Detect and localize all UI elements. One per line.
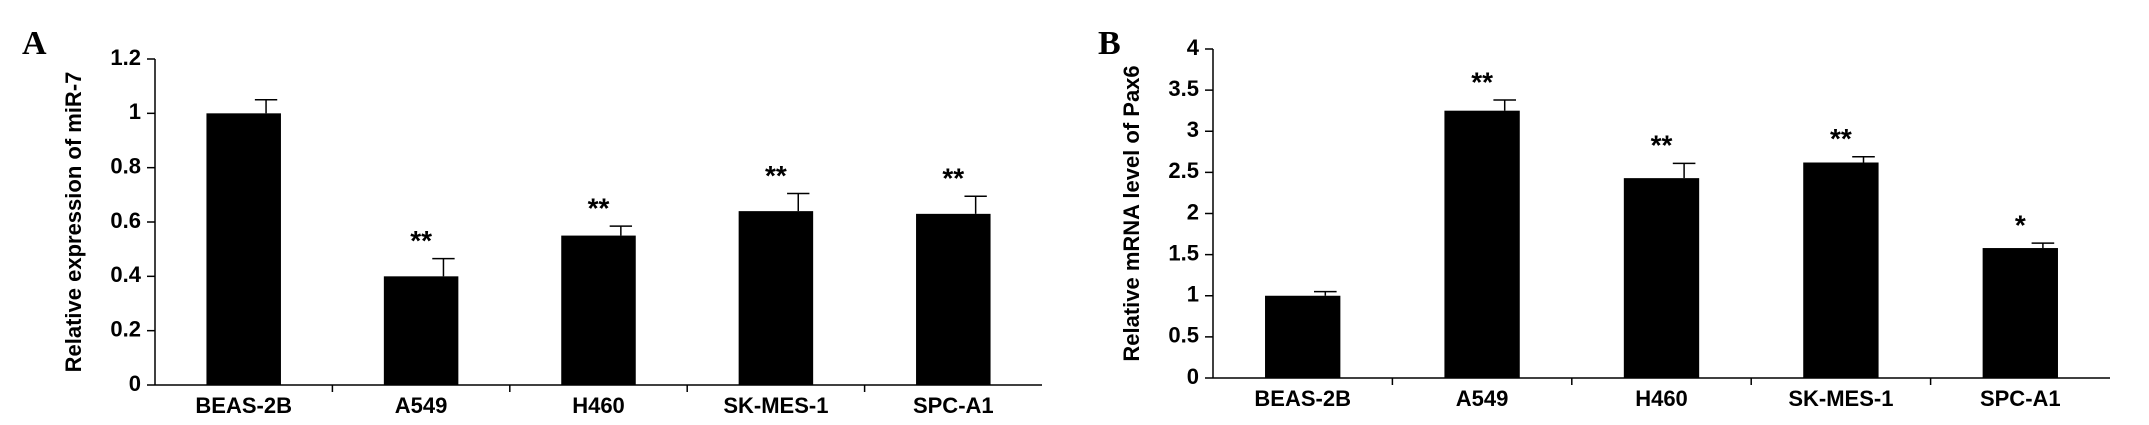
significance: ** — [942, 163, 964, 194]
x-tick-label: SPC-A1 — [1980, 386, 2061, 411]
significance: ** — [1830, 123, 1852, 154]
bar — [1623, 178, 1700, 378]
y-tick-label: 1 — [1187, 282, 1199, 307]
y-tick-label: 0.8 — [110, 153, 141, 178]
x-tick-label: SPC-A1 — [913, 393, 994, 418]
panel-label: A — [22, 25, 47, 62]
y-tick-label: 0.2 — [110, 316, 141, 341]
y-tick-label: 3 — [1187, 117, 1199, 142]
y-axis-label: Relative mRNA level of Pax6 — [1119, 65, 1144, 361]
significance: ** — [1651, 130, 1673, 161]
x-tick-label: BEAS-2B — [195, 393, 292, 418]
bar — [1444, 110, 1520, 378]
y-tick-label: 1 — [129, 99, 141, 124]
significance: * — [2015, 210, 2026, 241]
y-tick-label: 3.5 — [1168, 76, 1199, 101]
y-tick-label: 0 — [1187, 364, 1199, 389]
y-tick-label: 0.6 — [110, 208, 141, 233]
x-tick-label: SK-MES-1 — [723, 393, 828, 418]
y-tick-label: 0.5 — [1168, 323, 1199, 348]
x-tick-label: A549 — [395, 393, 448, 418]
x-tick-label: A549 — [1456, 386, 1509, 411]
y-tick-label: 1.5 — [1168, 240, 1199, 265]
x-tick-label: H460 — [572, 393, 625, 418]
bar — [1265, 295, 1341, 378]
y-tick-label: 0.4 — [110, 262, 141, 287]
x-tick-label: SK-MES-1 — [1788, 386, 1893, 411]
y-tick-label: 0 — [129, 371, 141, 396]
y-tick-label: 1.2 — [110, 45, 141, 70]
y-axis-label: Relative expression of miR-7 — [61, 72, 86, 373]
significance: ** — [1471, 66, 1493, 97]
bar — [738, 211, 814, 385]
y-tick-label: 2.5 — [1168, 158, 1199, 183]
y-tick-label: 4 — [1187, 35, 1200, 60]
x-tick-label: BEAS-2B — [1254, 386, 1351, 411]
significance: ** — [588, 192, 610, 223]
bar — [916, 213, 991, 385]
x-tick-label: H460 — [1635, 386, 1688, 411]
panel-label: B — [1098, 25, 1121, 62]
bar — [1982, 248, 2058, 378]
significance: ** — [765, 160, 787, 191]
bar — [206, 113, 281, 385]
bar — [383, 276, 459, 385]
bar — [561, 235, 636, 385]
significance: ** — [410, 225, 432, 256]
bar — [1803, 162, 1879, 378]
y-tick-label: 2 — [1187, 199, 1199, 224]
